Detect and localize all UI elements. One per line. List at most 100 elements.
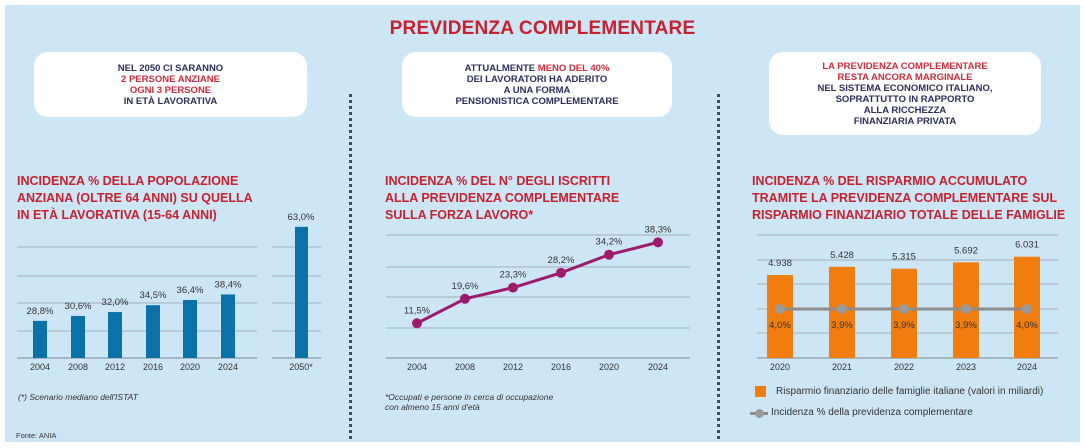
bar-value-label: 6.031: [1015, 240, 1039, 251]
chart-title-line: IN ETÀ LAVORATIVA (15-64 ANNI): [17, 208, 217, 222]
bar-value-label: 63,0%: [288, 212, 315, 223]
chart-title-line: TRAMITE LA PREVIDENZA COMPLEMENTARE SUL: [752, 191, 1058, 205]
x-tick-label: 2008: [68, 362, 88, 372]
bar-value-label: 4.938: [768, 258, 792, 269]
callout-line: ATTUALMENTE MENO DEL 40%: [402, 63, 672, 74]
bar-value-label: 28,8%: [27, 306, 54, 317]
callout-line: LA PREVIDENZA COMPLEMENTARE: [822, 60, 988, 72]
callout-demographics: NEL 2050 CI SARANNO 2 PERSONE ANZIANE OG…: [34, 52, 307, 117]
chart-title-line: ANZIANA (OLTRE 64 ANNI) SU QUELLA: [17, 191, 253, 205]
data-point: [961, 304, 971, 314]
point-value-label: 11,5%: [404, 305, 431, 316]
main-title: PREVIDENZA COMPLEMENTARE: [389, 18, 696, 39]
data-point: [899, 304, 909, 314]
infographic-panel: PREVIDENZA COMPLEMENTARE NEL 2050 CI SAR…: [5, 5, 1080, 442]
x-tick-label: 2024: [1017, 362, 1037, 372]
legend-label: Incidenza % della previdenza complementa…: [771, 407, 973, 418]
data-point: [653, 237, 663, 248]
callout-line: A UNA FORMA: [503, 84, 571, 96]
legend-swatch-orange: [755, 386, 766, 397]
note-line: *Occupati e persone in cerca di occupazi…: [385, 392, 554, 402]
point-value-label: 4,0%: [1016, 320, 1038, 331]
bar: [767, 275, 793, 358]
callout-line: NEL 2050 CI SARANNO: [117, 62, 224, 74]
bar: [71, 315, 85, 358]
callout-line: 2 PERSONE ANZIANE: [121, 73, 220, 85]
bar-value-label: 34,5%: [140, 290, 167, 301]
bar-value-label: 5.428: [830, 250, 854, 261]
chart-title-line: INCIDENZA % DEL RISPARMIO ACCUMULATO: [752, 174, 1028, 188]
callout-line: SOPRATTUTTO IN RAPPORTO: [835, 93, 975, 105]
callout-line: DEI LAVORATORI HA ADERITO: [466, 73, 608, 85]
point-value-label: 38,3%: [645, 224, 672, 235]
x-tick-label: 2016: [143, 362, 163, 372]
legend-item-incidence: Incidenza % della previdenza complementa…: [750, 407, 973, 418]
chart-note-workforce: *Occupati e persone in cerca di occupazi…: [385, 392, 553, 412]
x-tick-label: 2022: [894, 362, 914, 372]
callout-line: IN ETÀ LAVORATIVA: [123, 95, 218, 107]
x-tick-label: 2004: [30, 362, 50, 372]
bar-value-label: 38,4%: [215, 279, 242, 290]
callout-highlight: MENO DEL 40%: [537, 62, 610, 74]
chart-title-line: ALLA PREVIDENZA COMPLEMENTARE: [385, 191, 620, 205]
series-line: [416, 240, 659, 325]
chart-title-line: SULLA FORZA LAVORO*: [385, 208, 534, 222]
callout-line: OGNI 3 PERSONE: [129, 84, 212, 96]
charts-canvas: 28,8% 2004 30,6% 2008 32,0% 2012 34,5% 2016 36,4…: [17, 212, 1058, 372]
data-point: [1022, 304, 1032, 314]
bar: [33, 320, 47, 358]
callout-marginal: LA PREVIDENZA COMPLEMENTARE RESTA ANCORA…: [769, 52, 1041, 135]
x-tick-label: 2012: [105, 362, 125, 372]
section-divider: [349, 94, 352, 439]
data-point: [460, 293, 470, 304]
callout-line: RESTA ANCORA MARGINALE: [837, 71, 973, 83]
data-point: [775, 304, 785, 314]
bar-value-label: 5.315: [892, 252, 916, 263]
callout-line: PENSIONISTICA COMPLEMENTARE: [455, 95, 619, 107]
chart-title-population: INCIDENZA % DELLA POPOLAZIONE ANZIANA (O…: [17, 173, 253, 224]
x-tick-label: 2024: [648, 362, 668, 372]
data-point: [556, 267, 566, 278]
bar: [108, 312, 122, 358]
point-value-label: 3,9%: [893, 320, 915, 331]
bar: [146, 305, 160, 358]
source-credit: Fonte: ANIA: [16, 431, 57, 440]
bar-value-label: 5.692: [954, 245, 978, 256]
point-value-label: 23,3%: [500, 270, 527, 281]
data-point: [508, 282, 518, 293]
bar: [221, 294, 235, 358]
point-value-label: 34,2%: [596, 237, 623, 248]
chart-title-line: RISPARMIO FINANZIARIO TOTALE DELLE FAMIG…: [752, 208, 1066, 222]
callout-line: FINANZIARIA PRIVATA: [853, 115, 957, 127]
x-tick-label: 2004: [407, 362, 427, 372]
section-divider: [717, 94, 720, 439]
x-tick-label: 2050*: [289, 362, 313, 372]
x-tick-label: 2008: [455, 362, 475, 372]
chart-title-line: INCIDENZA % DEL N° DEGLI ISCRITTI: [385, 174, 611, 188]
callout-text: ATTUALMENTE: [464, 62, 538, 74]
point-value-label: 19,6%: [452, 281, 479, 292]
chart-title-savings: INCIDENZA % DEL RISPARMIO ACCUMULATO TRA…: [752, 173, 1065, 224]
bar-value-label: 36,4%: [177, 285, 204, 296]
callout-line: NEL SISTEMA ECONOMICO ITALIANO,: [817, 82, 993, 94]
bar-value-label: 30,6%: [65, 301, 92, 312]
x-tick-label: 2020: [770, 362, 790, 372]
callout-adherence: ATTUALMENTE MENO DEL 40% DEI LAVORATORI …: [402, 52, 672, 117]
data-point: [604, 249, 614, 260]
data-point: [837, 304, 847, 314]
chart-title-line: INCIDENZA % DELLA POPOLAZIONE: [17, 174, 239, 188]
legend-item-savings: Risparmio finanziario delle famiglie ita…: [755, 386, 1043, 397]
x-tick-label: 2020: [599, 362, 619, 372]
note-line: con almeno 15 anni d'età: [385, 402, 480, 412]
chart-title-members: INCIDENZA % DEL N° DEGLI ISCRITTI ALLA P…: [385, 173, 619, 224]
point-value-label: 3,9%: [831, 320, 853, 331]
chart-note-istat: (*) Scenario mediano dell'ISTAT: [18, 392, 138, 402]
bar: [183, 299, 197, 358]
x-tick-label: 2023: [956, 362, 976, 372]
bar-projection: [295, 226, 308, 358]
point-value-label: 4,0%: [769, 320, 791, 331]
x-tick-label: 2012: [503, 362, 523, 372]
x-tick-label: 2016: [551, 362, 571, 372]
point-value-label: 28,2%: [548, 255, 575, 266]
legend-line-marker: [750, 408, 768, 418]
